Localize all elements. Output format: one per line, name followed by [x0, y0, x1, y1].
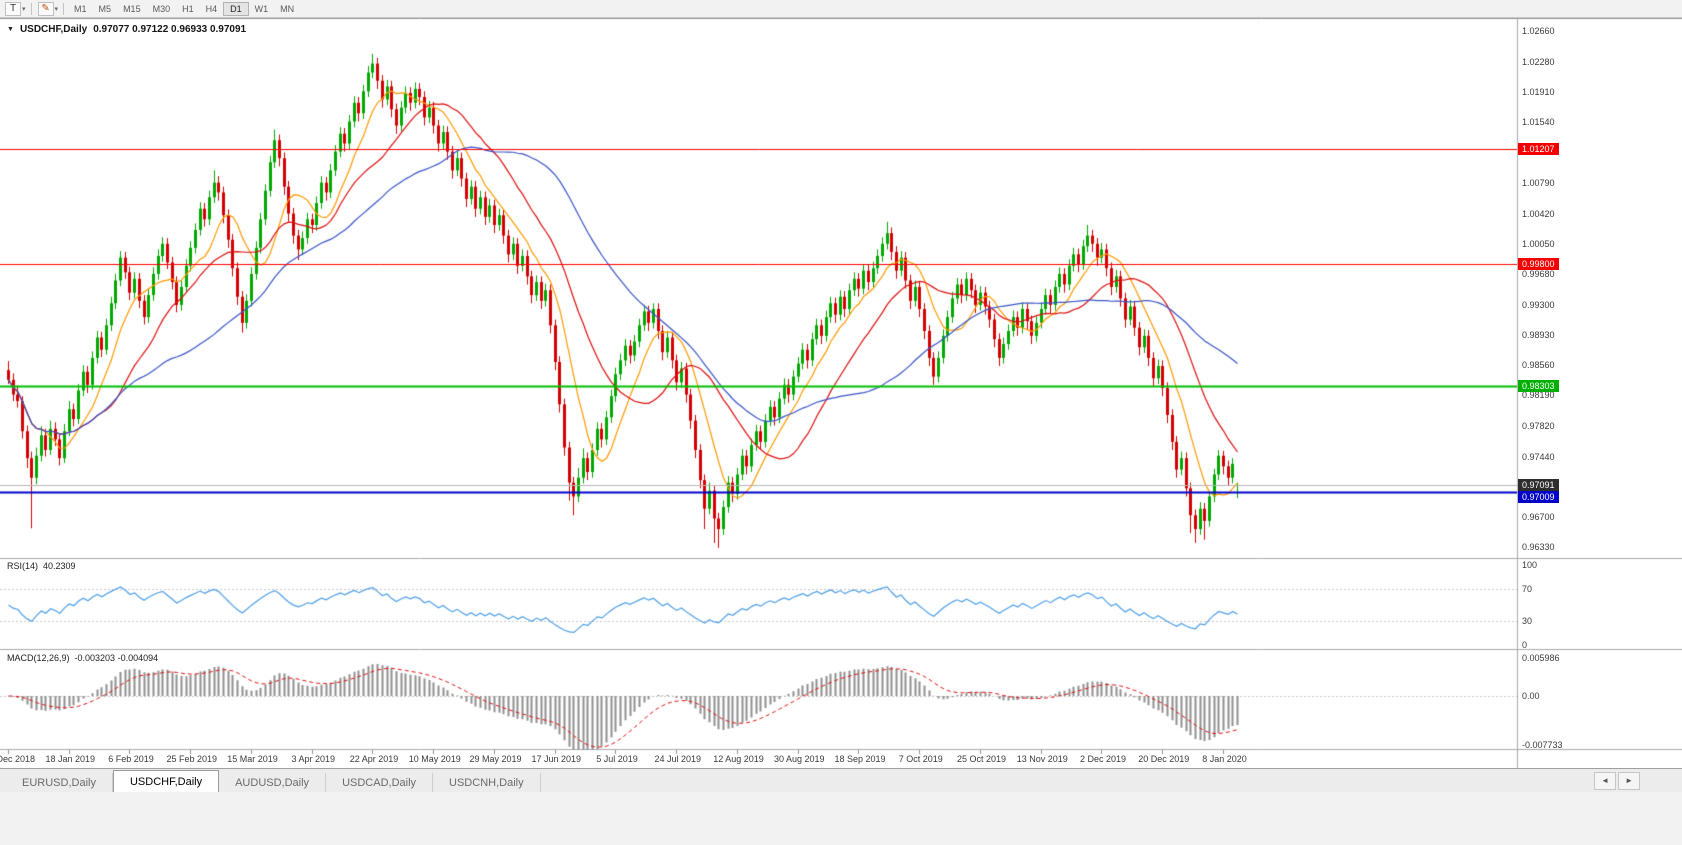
date-label: 10 May 2019 — [408, 754, 461, 764]
macd-name: MACD(12,26,9) — [7, 653, 70, 663]
timeframe-button-m30[interactable]: M30 — [152, 3, 171, 14]
timeframe-button-w1[interactable]: W1 — [254, 3, 269, 14]
timeframe-button-mn[interactable]: MN — [280, 3, 295, 14]
price-axis-label: 0.99300 — [1522, 299, 1555, 310]
drawing-tool-button[interactable]: ✎ — [37, 1, 54, 16]
support-line-blue-tag: 0.97009 — [1518, 490, 1559, 503]
rsi-axis-label: 70 — [1522, 584, 1533, 594]
price-axis-label: 1.00420 — [1522, 208, 1555, 219]
resistance-line-upper-tag: 1.01207 — [1518, 143, 1559, 156]
chart-symbol-period: USDCHF,Daily — [19, 24, 88, 35]
price-axis-label: 1.00790 — [1522, 178, 1555, 189]
rsi-name: RSI(14) — [7, 561, 39, 571]
price-axis-label: 0.98560 — [1522, 360, 1555, 371]
date-label: 29 May 2019 — [469, 754, 522, 764]
macd-values: -0.003203 -0.004094 — [74, 653, 159, 663]
chart-tabs-bar: EURUSD,Daily USDCHF,Daily AUDUSD,Daily USDC… — [0, 768, 1682, 792]
price-axis[interactable]: 1.026601.022801.019101.015401.011701.007… — [1517, 18, 1682, 768]
chart-window: ▼ USDCHF,Daily 0.97077 0.97122 0.96933 0… — [0, 18, 1682, 768]
toolbar: T ▾ ✎ ▾ M1 M5 M15 M30 H1 H4 D1 W1 MN — [0, 0, 1682, 18]
resistance-line-lower-tag: 0.99800 — [1518, 258, 1559, 271]
time-axis[interactable]: 31 Dec 2018 18 Jan 2019 6 Feb 2019 25 Feb 2… — [0, 749, 1517, 768]
macd-axis-label: 0.00 — [1522, 690, 1540, 701]
timeframe-button-m15[interactable]: M15 — [123, 3, 141, 14]
date-label: 25 Feb 2019 — [166, 754, 218, 764]
pencil-icon: ✎ — [41, 3, 50, 14]
rsi-value: 40.2309 — [43, 561, 76, 571]
price-axis-label: 0.97820 — [1522, 420, 1555, 431]
rsi-axis-label: 0 — [1522, 640, 1528, 650]
toolbar-separator — [30, 2, 32, 15]
date-label: 24 Jul 2019 — [654, 754, 702, 764]
chart-tabs: EURUSD,Daily USDCHF,Daily AUDUSD,Daily USDC… — [6, 769, 541, 792]
tab-scroll-right-button[interactable]: ► — [1618, 771, 1640, 790]
toolbar-separator — [63, 2, 65, 15]
macd-axis-label: 0.005986 — [1522, 653, 1560, 663]
price-axis-label: 0.98930 — [1522, 330, 1555, 341]
price-axis-label: 1.02660 — [1522, 26, 1555, 36]
date-label: 6 Feb 2019 — [108, 754, 154, 764]
price-axis-label: 0.98190 — [1522, 390, 1555, 401]
date-label: 17 Jun 2019 — [531, 754, 582, 764]
date-label: 8 Jan 2020 — [1202, 754, 1247, 764]
price-axis-label: 1.01910 — [1522, 87, 1555, 98]
rsi-axis-label: 30 — [1522, 616, 1533, 626]
price-axis-label: 0.97440 — [1522, 451, 1555, 462]
macd-axis-label: -0.007733 — [1522, 740, 1563, 750]
timeframe-button-h1[interactable]: H1 — [182, 3, 194, 14]
chart-tab-usdcad[interactable]: USDCAD,Daily — [326, 773, 434, 792]
text-tool-label: T — [9, 3, 17, 14]
timeframe-button-m5[interactable]: M5 — [98, 3, 112, 14]
chart-tab-eurusd[interactable]: EURUSD,Daily — [6, 773, 113, 792]
rsi-axis-label: 100 — [1522, 560, 1538, 570]
price-axis-label: 0.99680 — [1522, 268, 1555, 279]
price-axis-label: 1.00050 — [1522, 238, 1555, 249]
date-label: 12 Aug 2019 — [713, 754, 764, 764]
price-axis-label: 0.96700 — [1522, 511, 1555, 522]
date-label: 20 Dec 2019 — [1138, 754, 1190, 764]
symbol-dropdown-icon[interactable]: ▼ — [7, 26, 14, 33]
chart-ohlc-values: 0.97077 0.97122 0.96933 0.97091 — [93, 24, 247, 35]
chart-tab-usdcnh[interactable]: USDCNH,Daily — [433, 773, 541, 792]
date-label: 31 Dec 2018 — [0, 754, 36, 764]
chevron-down-icon[interactable]: ▾ — [54, 5, 59, 13]
price-axis-label: 1.02280 — [1522, 56, 1555, 67]
date-label: 3 Apr 2019 — [291, 754, 336, 764]
tab-scroll-buttons: ◄ ► — [1594, 769, 1640, 792]
timeframe-button-m1[interactable]: M1 — [74, 3, 87, 14]
price-axis-label: 0.96330 — [1522, 542, 1555, 552]
timeframe-button-d1[interactable]: D1 — [223, 1, 249, 16]
rsi-indicator-label: RSI(14) 40.2309 — [7, 561, 76, 571]
chart-canvas[interactable] — [0, 18, 1682, 768]
timeframe-buttons: M1 M5 M15 M30 H1 H4 D1 W1 MN — [68, 1, 300, 16]
chevron-down-icon[interactable]: ▾ — [22, 5, 26, 13]
date-label: 22 Apr 2019 — [349, 754, 399, 764]
date-label: 13 Nov 2019 — [1016, 754, 1068, 764]
price-axis-label: 1.01540 — [1522, 117, 1555, 128]
date-label: 30 Aug 2019 — [773, 754, 825, 764]
date-label: 18 Sep 2019 — [834, 754, 886, 764]
date-label: 7 Oct 2019 — [898, 754, 943, 764]
date-label: 18 Jan 2019 — [45, 754, 96, 764]
date-label: 25 Oct 2019 — [956, 754, 1007, 764]
chart-tab-audusd[interactable]: AUDUSD,Daily — [219, 773, 327, 792]
current-price-tag: 0.97091 — [1518, 478, 1559, 491]
date-label: 2 Dec 2019 — [1079, 754, 1126, 764]
macd-indicator-label: MACD(12,26,9) -0.003203 -0.004094 — [7, 653, 158, 663]
text-tool-button[interactable]: T — [5, 1, 21, 16]
support-line-green-tag: 0.98303 — [1518, 380, 1559, 393]
tab-scroll-left-button[interactable]: ◄ — [1594, 771, 1617, 790]
date-label: 5 Jul 2019 — [596, 754, 638, 764]
date-label: 15 Mar 2019 — [227, 754, 278, 764]
chart-tab-usdchf[interactable]: USDCHF,Daily — [112, 770, 220, 792]
chart-header: ▼ USDCHF,Daily 0.97077 0.97122 0.96933 0… — [7, 24, 246, 35]
timeframe-button-h4[interactable]: H4 — [205, 3, 218, 14]
